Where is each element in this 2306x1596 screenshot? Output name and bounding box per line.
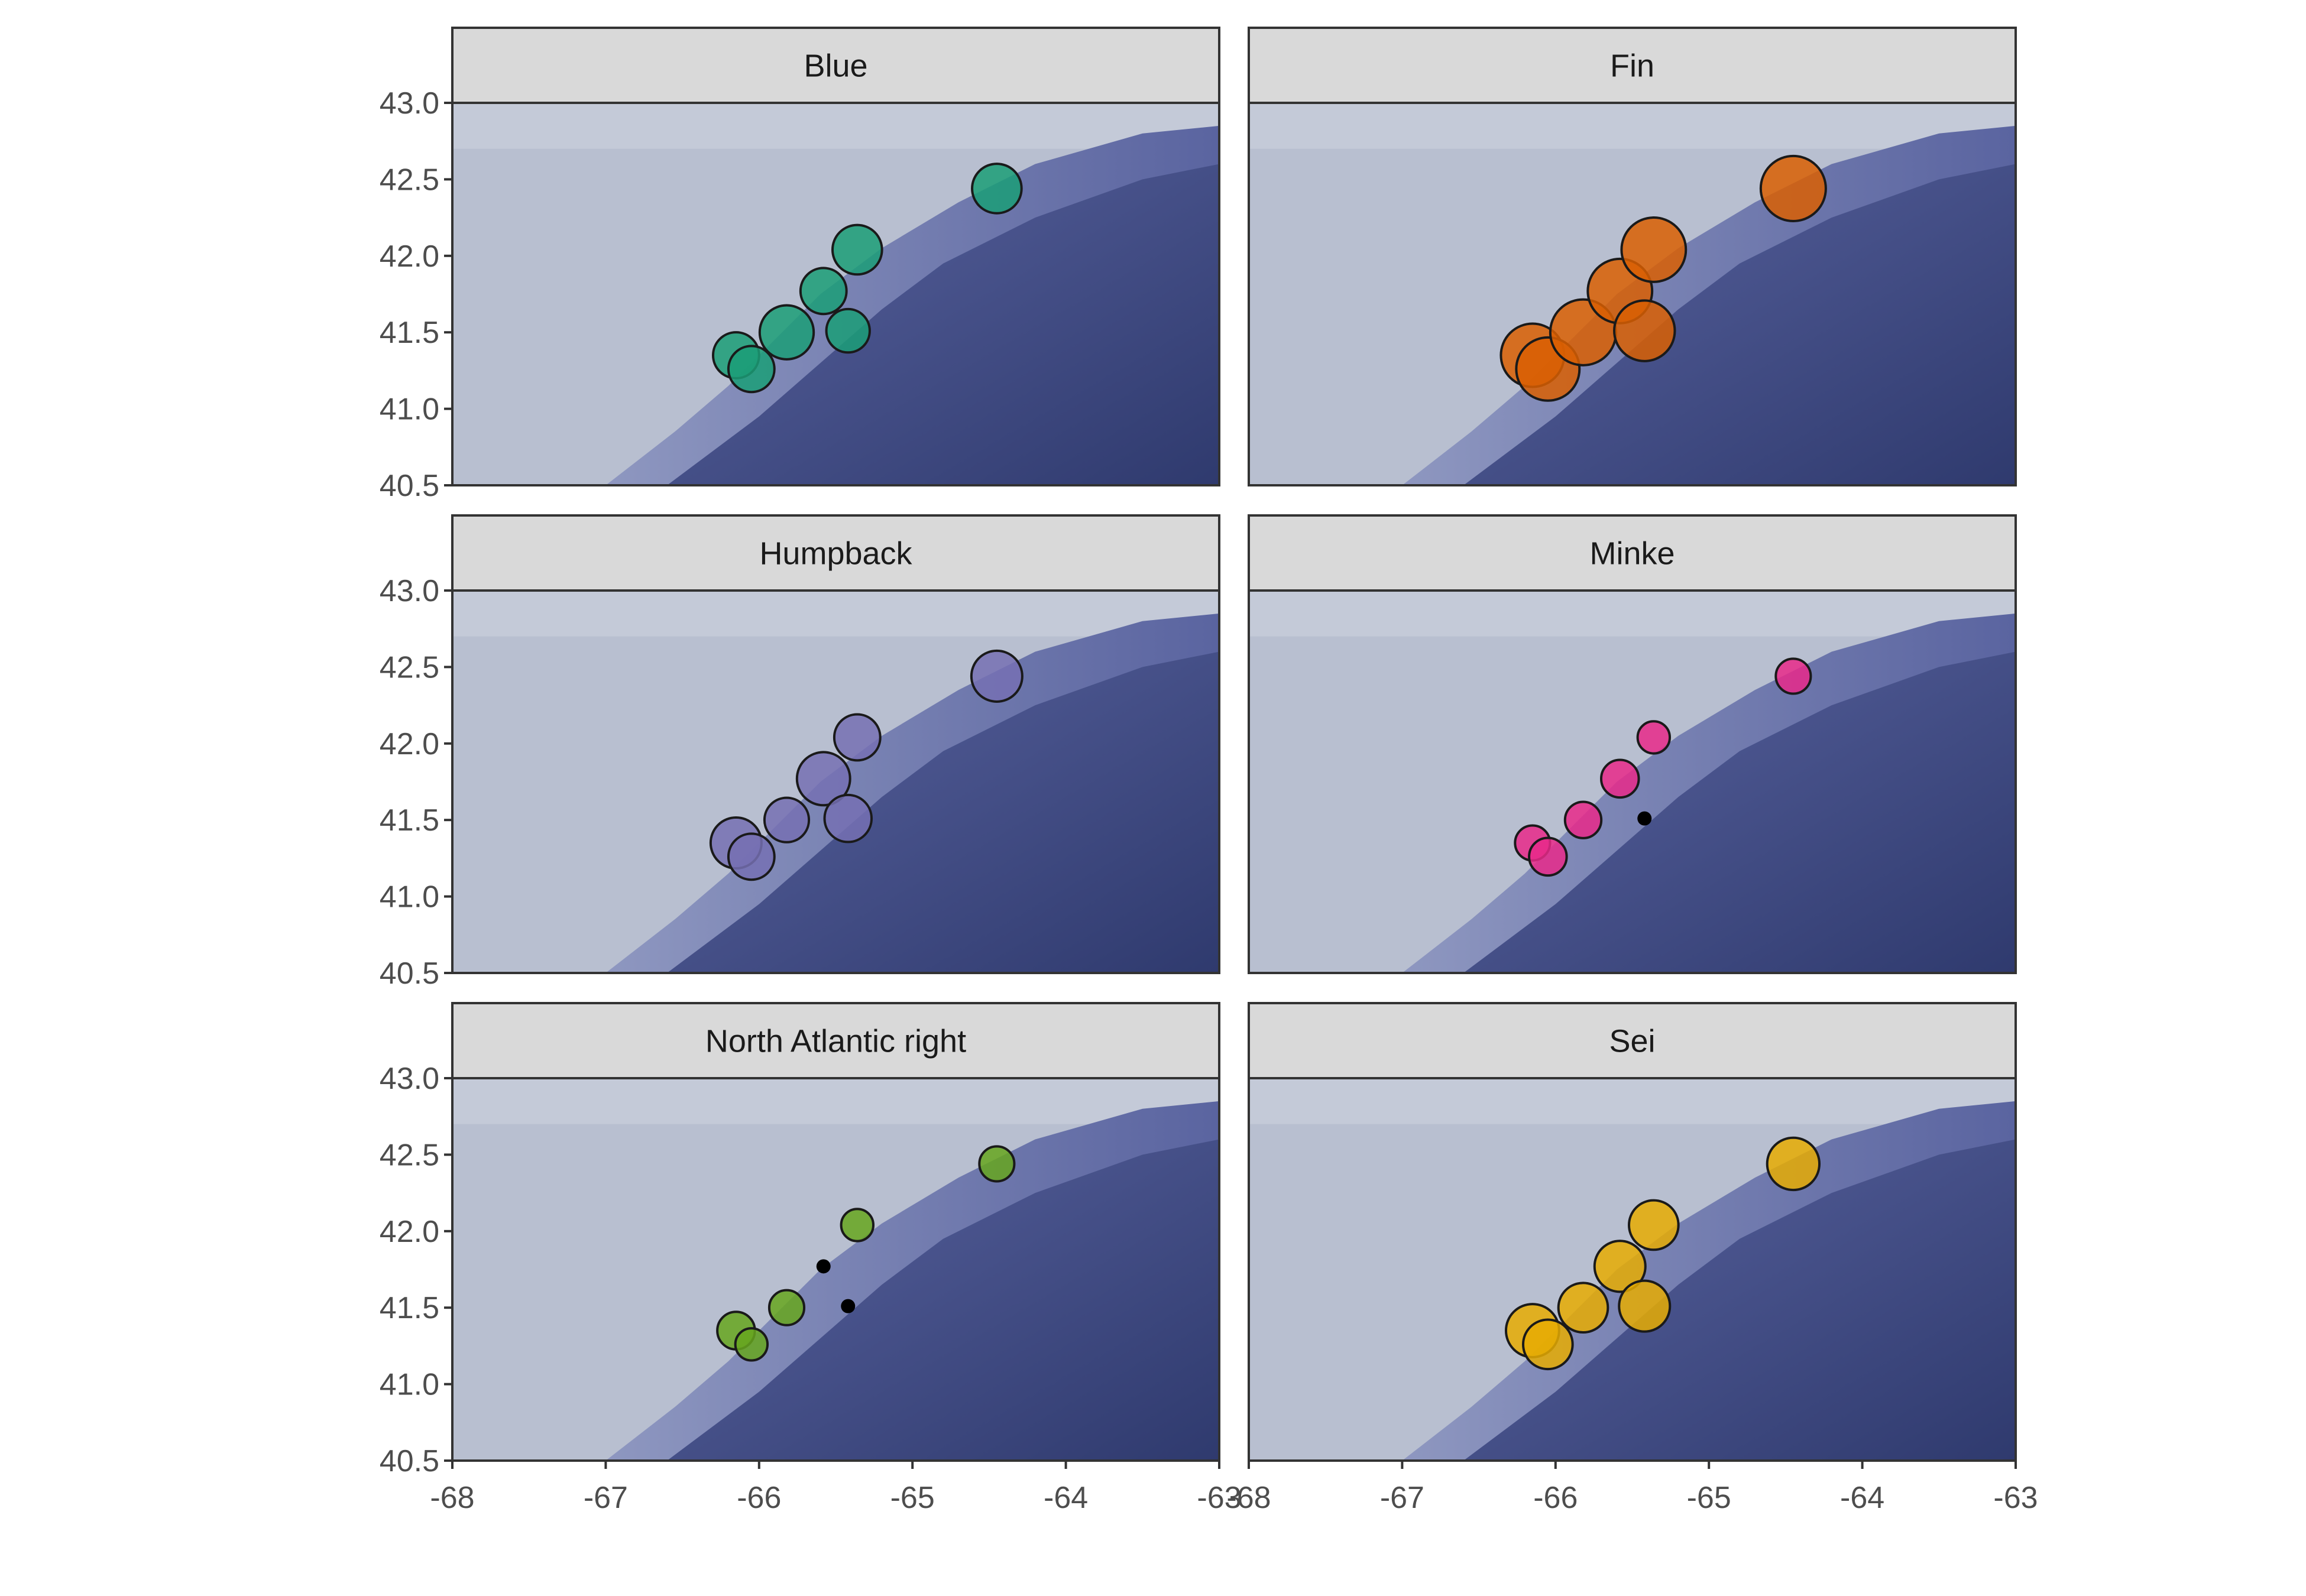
facet-panel: North Atlantic right 40.5 41.0 41.5 42.0 42.5… — [380, 1002, 1242, 1515]
y-tick-label: 40.5 — [380, 956, 439, 991]
y-tick-label: 41.0 — [380, 1368, 439, 1402]
data-point — [1759, 154, 1827, 222]
data-point — [767, 1289, 806, 1326]
x-tick-label: -63 — [1993, 1481, 2038, 1515]
facet-title: Sei — [1609, 1024, 1655, 1059]
data-point — [1766, 1136, 1821, 1192]
data-point — [840, 1208, 875, 1243]
bathymetry-background — [452, 103, 1219, 485]
data-point — [1528, 836, 1568, 877]
x-tick-label: -64 — [1840, 1481, 1884, 1515]
data-point — [1613, 299, 1676, 362]
x-tick-label: -67 — [584, 1481, 628, 1515]
facet-title: Humpback — [759, 536, 912, 572]
data-point — [1599, 758, 1640, 799]
facet-panels: Blue 40.5 41.0 41.5 42.0 42.5 43.0 Fin Humpback 4… — [380, 27, 2038, 1515]
y-axis: 40.5 41.0 41.5 42.0 42.5 43.0 — [380, 574, 454, 991]
x-tick-label: -67 — [1380, 1481, 1424, 1515]
bathymetry-background — [1249, 103, 2016, 485]
facet-strip — [451, 514, 1220, 592]
facet-panel: Fin — [1248, 27, 2017, 486]
y-tick-label: 43.0 — [380, 574, 439, 608]
facet-panel: Blue 40.5 41.0 41.5 42.0 42.5 43.0 — [380, 27, 1220, 503]
x-tick-label: -65 — [1687, 1481, 1731, 1515]
zero-point — [1637, 811, 1652, 826]
x-tick-label: -66 — [1533, 1481, 1578, 1515]
x-tick-label: -64 — [1044, 1481, 1088, 1515]
y-tick-label: 42.5 — [380, 1138, 439, 1172]
y-tick-label: 42.0 — [380, 239, 439, 274]
y-tick-label: 41.0 — [380, 392, 439, 427]
y-tick-label: 42.0 — [380, 727, 439, 761]
x-tick-label: -66 — [737, 1481, 781, 1515]
facet-title: North Atlantic right — [705, 1024, 966, 1059]
data-point — [823, 793, 873, 844]
data-point — [734, 1327, 769, 1362]
y-tick-label: 42.5 — [380, 650, 439, 685]
y-axis: 40.5 41.0 41.5 42.0 42.5 43.0 — [380, 86, 454, 503]
y-tick-label: 41.5 — [380, 1291, 439, 1325]
data-point — [1636, 720, 1672, 755]
x-tick-label: -68 — [430, 1481, 474, 1515]
data-point — [763, 796, 811, 844]
facet-strip — [1248, 514, 2017, 592]
y-tick-label: 43.0 — [380, 86, 439, 121]
facet-panel: Humpback 40.5 41.0 41.5 42.0 42.5 43.0 — [380, 514, 1220, 991]
data-point — [1620, 216, 1688, 283]
data-point — [970, 649, 1024, 703]
facet-panel: Minke — [1248, 514, 2017, 974]
x-axis: -68 -67 -66 -65 -64 -63 — [430, 1459, 1242, 1515]
y-tick-label: 41.5 — [380, 316, 439, 350]
x-tick-label: -65 — [890, 1481, 935, 1515]
facet-strip — [451, 27, 1220, 104]
zero-point — [841, 1299, 856, 1313]
zero-point — [816, 1259, 831, 1274]
data-point — [1522, 1318, 1574, 1371]
data-point — [833, 713, 882, 762]
data-point — [1618, 1279, 1672, 1333]
y-tick-label: 41.5 — [380, 803, 439, 838]
data-point — [795, 751, 851, 807]
data-point — [1563, 800, 1603, 839]
data-point — [978, 1145, 1016, 1183]
facet-panel: Sei -68 -67 -66 -65 -64 -63 — [1226, 1002, 2038, 1515]
data-point — [1627, 1199, 1680, 1251]
data-point — [1774, 657, 1812, 695]
x-tick-label: -63 — [1197, 1481, 1241, 1515]
y-tick-label: 42.5 — [380, 163, 439, 197]
data-point — [727, 832, 776, 881]
data-point — [1593, 1240, 1647, 1293]
x-axis: -68 -67 -66 -65 -64 -63 — [1226, 1459, 2038, 1515]
data-point — [831, 223, 883, 276]
facet-strip — [1248, 1002, 2017, 1079]
data-point — [1557, 1282, 1609, 1334]
y-axis: 40.5 41.0 41.5 42.0 42.5 43.0 — [380, 1062, 454, 1478]
y-tick-label: 41.0 — [380, 880, 439, 914]
facet-title: Minke — [1589, 536, 1675, 572]
facet-title: Fin — [1610, 48, 1654, 84]
facet-strip — [451, 1002, 1220, 1079]
data-point — [799, 267, 848, 316]
bathymetry-background — [452, 1078, 1219, 1461]
y-tick-label: 43.0 — [380, 1062, 439, 1096]
data-point — [971, 163, 1023, 215]
y-tick-label: 40.5 — [380, 469, 439, 503]
panel-border — [1248, 589, 2017, 974]
x-tick-label: -68 — [1226, 1481, 1271, 1515]
y-tick-label: 42.0 — [380, 1215, 439, 1249]
y-tick-label: 40.5 — [380, 1444, 439, 1478]
data-point — [727, 345, 776, 394]
facet-strip — [1248, 27, 2017, 104]
data-point — [758, 304, 815, 361]
panel-border — [1248, 102, 2017, 486]
data-point — [825, 307, 871, 354]
facet-title: Blue — [804, 48, 867, 84]
